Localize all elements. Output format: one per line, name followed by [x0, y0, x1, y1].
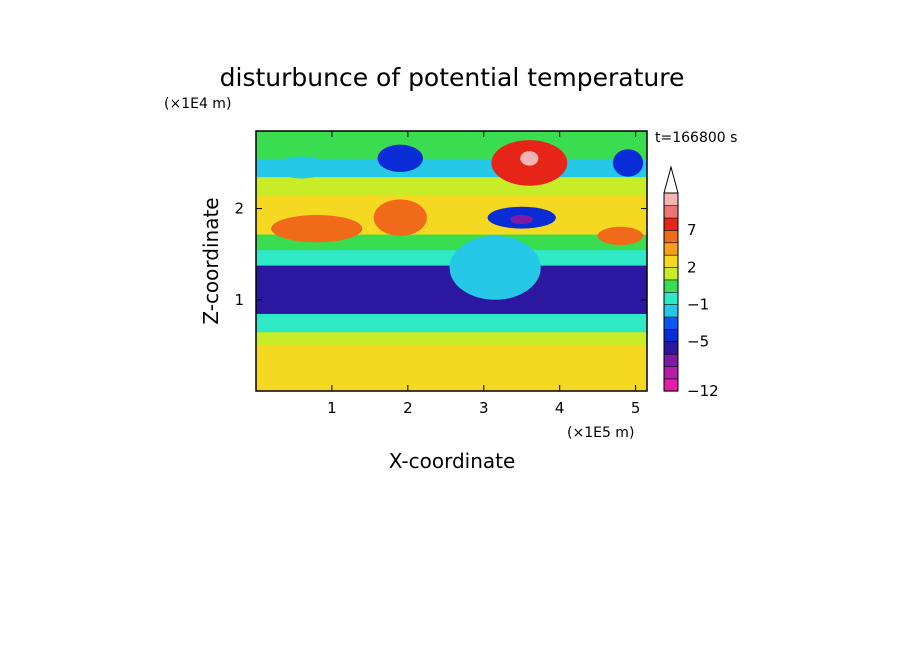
contour-band: [256, 234, 647, 251]
time-label: t=166800 s: [655, 130, 737, 146]
colorbar-swatch: [663, 291, 679, 305]
contour-feature: [597, 226, 644, 246]
x-tick-label: 1: [327, 399, 337, 417]
chart-title: disturbunce of potential temperature: [220, 63, 685, 92]
x-tick-label: 5: [631, 399, 641, 417]
contour-feature: [373, 199, 427, 236]
colorbar-swatch: [663, 378, 679, 392]
contour-band: [256, 331, 647, 346]
colorbar-swatch: [663, 328, 679, 343]
x-tick-label: 3: [479, 399, 489, 417]
colorbar-swatch: [663, 341, 679, 355]
x-axis-label: X-coordinate: [389, 449, 516, 473]
colorbar-tick-label: 2: [687, 258, 697, 276]
contour-band: [256, 249, 647, 266]
colorbar-tick-label: −12: [687, 382, 719, 400]
contour-feature: [449, 235, 541, 300]
contour-band: [256, 131, 647, 159]
y-axis-label: Z-coordinate: [199, 197, 223, 324]
y-axis-ticks: 12: [234, 200, 647, 309]
contour-field: [256, 131, 647, 391]
contour-band: [256, 345, 647, 376]
colorbar-swatch: [663, 353, 679, 367]
colorbar-swatch: [663, 365, 679, 380]
x-tick-label: 4: [555, 399, 565, 417]
colorbar-tick-label: −5: [687, 333, 709, 351]
y-tick-label: 1: [234, 291, 244, 309]
colorbar-swatch: [663, 205, 679, 219]
x-axis-ticks: 1 2 3 4 5: [327, 131, 640, 417]
x-tick-label: 2: [403, 399, 413, 417]
colorbar-swatch: [663, 279, 679, 293]
colorbar-tick-label: 7: [687, 221, 697, 239]
colorbar-extend-arrow: [663, 165, 679, 194]
contour-feature: [510, 214, 534, 225]
colorbar: −12−5−127: [663, 165, 719, 400]
colorbar-swatch: [663, 266, 679, 281]
contour-feature: [377, 144, 424, 173]
colorbar-swatch: [663, 304, 679, 318]
y-unit-label: (×1E4 m): [164, 96, 231, 112]
colorbar-frame: [663, 192, 679, 392]
contour-feature: [520, 151, 539, 166]
colorbar-swatch: [663, 254, 679, 268]
colorbar-swatch: [663, 217, 679, 231]
colorbar-swatch: [663, 229, 679, 244]
contour-band: [256, 374, 647, 391]
contour-feature: [612, 149, 644, 177]
y-tick-label: 2: [234, 200, 244, 218]
contour-feature: [274, 156, 329, 179]
contour-band: [256, 313, 647, 333]
colorbar-tick-label: −1: [687, 295, 709, 313]
plot-frame: [255, 130, 648, 392]
colorbar-swatch: [663, 242, 679, 256]
contour-feature: [271, 214, 363, 243]
x-unit-label: (×1E5 m): [567, 425, 634, 441]
contour-band: [256, 176, 647, 196]
colorbar-swatch: [663, 192, 679, 206]
colorbar-swatch: [663, 316, 679, 330]
